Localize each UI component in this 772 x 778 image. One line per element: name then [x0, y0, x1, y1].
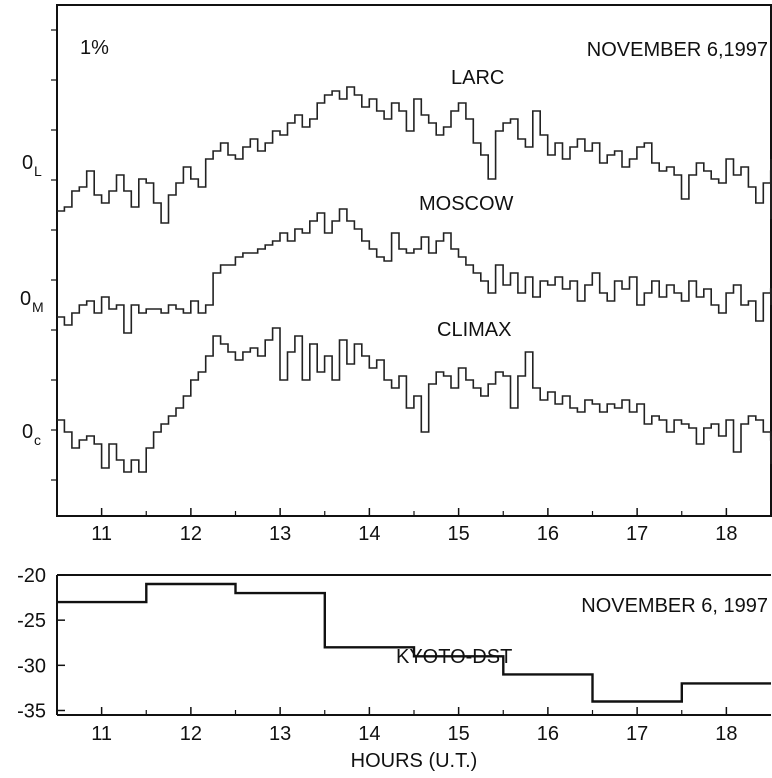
top-left-ticks	[51, 29, 57, 481]
series-label-moscow: MOSCOW	[419, 193, 514, 215]
bottom-date-label: NOVEMBER 6, 1997	[581, 595, 768, 617]
scale-annotation: 1%	[80, 37, 109, 59]
bottom-y-tick-label: -20	[17, 565, 46, 587]
bottom-x-tick-label: 14	[358, 723, 380, 745]
series-line-moscow	[57, 208, 772, 334]
bottom-y-ticks: -20 -25 -30 -35	[17, 565, 65, 722]
bottom-y-tick-label: -35	[17, 700, 46, 722]
top-x-tick-label: 14	[358, 523, 380, 545]
baseline-label-climax: 0 c	[22, 421, 41, 448]
baseline-label-larc: 0 L	[22, 152, 42, 179]
baseline-label-climax-main: 0	[22, 421, 33, 443]
top-x-tick-label: 13	[269, 523, 291, 545]
series-line-larc	[57, 86, 772, 224]
bottom-y-tick-label: -25	[17, 610, 46, 632]
baseline-label-climax-sub: c	[34, 432, 41, 448]
series-label-climax: CLIMAX	[437, 319, 511, 341]
x-axis-title: HOURS (U.T.)	[351, 750, 478, 772]
dst-panel: -20 -25 -30 -35 11 12 13 14 15 16 17 18 NOVEMBER 6…	[17, 565, 771, 772]
bottom-series-group	[57, 582, 771, 703]
baseline-label-larc-main: 0	[22, 152, 33, 174]
bottom-x-tick-label: 17	[626, 723, 648, 745]
baseline-label-moscow-sub: M	[32, 299, 44, 315]
top-x-tick-label: 11	[91, 523, 112, 545]
top-date-label: NOVEMBER 6,1997	[587, 39, 768, 61]
series-label-larc: LARC	[451, 67, 504, 89]
top-x-tick-label: 12	[180, 523, 202, 545]
top-x-ticks: 11 12 13 14 15 16 17 18	[91, 508, 738, 545]
baseline-label-larc-sub: L	[34, 163, 42, 179]
bottom-y-tick-label: -30	[17, 655, 46, 677]
top-panel-frame	[56, 4, 772, 517]
top-x-tick-label: 15	[448, 523, 470, 545]
baseline-label-moscow: 0 M	[20, 288, 44, 315]
top-series-group	[57, 86, 772, 473]
bottom-x-tick-label: 13	[269, 723, 291, 745]
cosmic-ray-panel: 11 12 13 14 15 16 17 18 1% NOVEMBER 6,1997 LARC…	[20, 4, 772, 545]
top-x-tick-label: 16	[537, 523, 559, 545]
bottom-x-tick-label: 12	[180, 723, 202, 745]
series-line-climax	[57, 327, 772, 473]
top-x-tick-label: 17	[626, 523, 648, 545]
bottom-x-tick-label: 16	[537, 723, 559, 745]
bottom-x-ticks: 11 12 13 14 15 16 17 18	[91, 707, 738, 745]
bottom-x-tick-label: 18	[715, 723, 737, 745]
series-label-kyoto-dst: KYOTO-DST	[396, 646, 512, 668]
bottom-x-tick-label: 11	[91, 723, 112, 745]
series-line-kyoto-dst	[57, 582, 771, 703]
top-x-tick-label: 18	[715, 523, 737, 545]
bottom-x-tick-label: 15	[448, 723, 470, 745]
baseline-label-moscow-main: 0	[20, 288, 31, 310]
